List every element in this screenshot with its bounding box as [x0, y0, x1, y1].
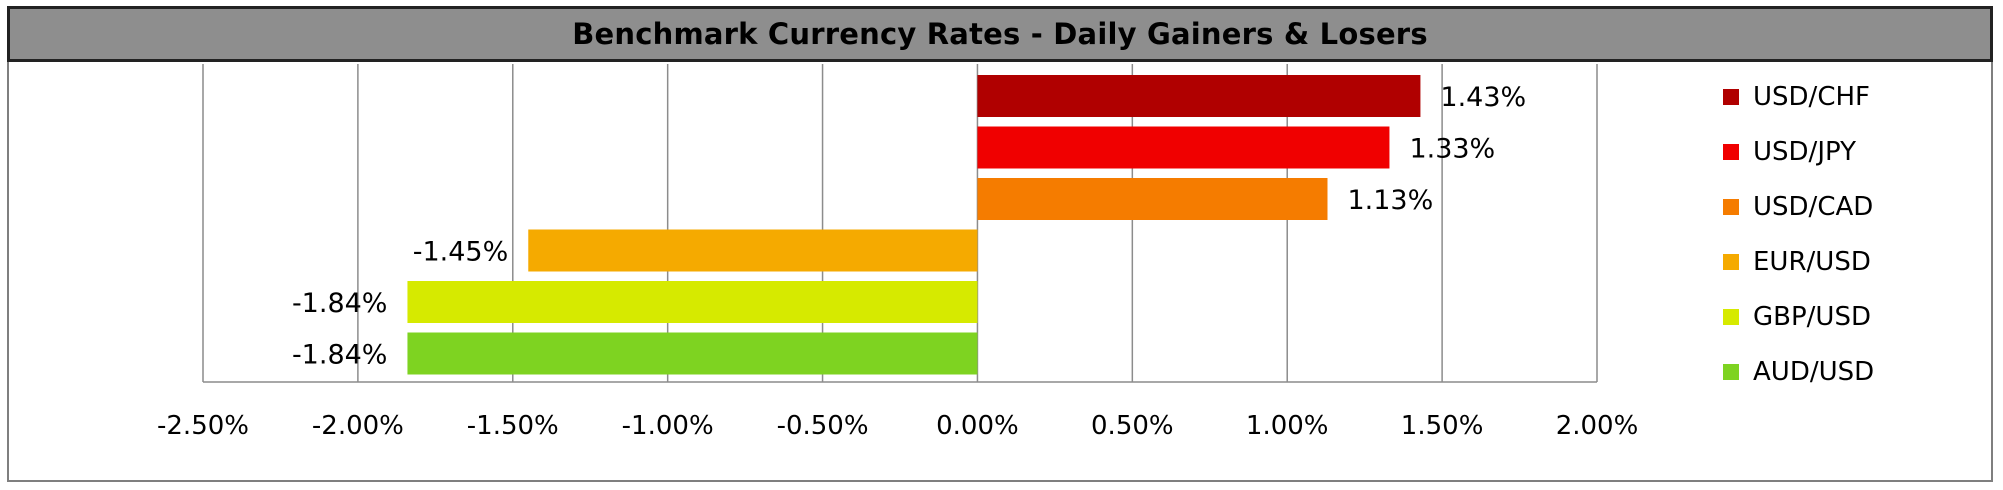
- legend-item-aud-usd: AUD/USD: [1723, 357, 1874, 387]
- x-tick-label-3: -1.00%: [622, 411, 714, 441]
- x-tick-label-6: 0.50%: [1091, 411, 1174, 441]
- legend-item-gbp-usd: GBP/USD: [1723, 302, 1871, 332]
- legend-label: USD/CAD: [1753, 192, 1874, 222]
- legend-label: AUD/USD: [1753, 357, 1875, 387]
- bar-eur-usd: [528, 229, 978, 272]
- x-tick-label-2: -1.50%: [467, 411, 559, 441]
- data-label-3: -1.45%: [413, 237, 509, 268]
- bar-aud-usd: [407, 332, 978, 375]
- legend-label: EUR/USD: [1753, 247, 1871, 277]
- legend-item-usd-cad: USD/CAD: [1723, 192, 1873, 222]
- x-tick-label-1: -2.00%: [312, 411, 404, 441]
- data-label-5: -1.84%: [292, 340, 388, 371]
- data-label-4: -1.84%: [292, 288, 388, 319]
- chart-title-bar: Benchmark Currency Rates - Daily Gainers…: [7, 6, 1993, 62]
- x-tick-label-4: -0.50%: [777, 411, 869, 441]
- legend-swatch: [1723, 364, 1739, 380]
- legend-item-usd-chf: USD/CHF: [1723, 82, 1870, 112]
- data-label-0: 1.43%: [1440, 82, 1526, 113]
- legend-label: GBP/USD: [1753, 302, 1871, 332]
- x-tick-label-5: 0.00%: [936, 411, 1019, 441]
- x-tick-label-0: -2.50%: [157, 411, 249, 441]
- bar-gbp-usd: [407, 281, 978, 323]
- legend-swatch: [1723, 89, 1739, 105]
- legend-label: USD/JPY: [1753, 137, 1856, 167]
- data-label-1: 1.33%: [1409, 134, 1495, 165]
- bar-usd-cad: [977, 178, 1328, 220]
- bar-usd-chf: [977, 75, 1421, 117]
- legend-swatch: [1723, 144, 1739, 160]
- legend-label: USD/CHF: [1753, 82, 1870, 112]
- x-tick-label-7: 1.00%: [1246, 411, 1329, 441]
- x-tick-label-9: 2.00%: [1556, 411, 1639, 441]
- bar-usd-jpy: [977, 126, 1390, 169]
- legend-item-usd-jpy: USD/JPY: [1723, 137, 1856, 167]
- legend-swatch: [1723, 254, 1739, 270]
- legend-item-eur-usd: EUR/USD: [1723, 247, 1871, 277]
- data-label-2: 1.13%: [1347, 185, 1433, 216]
- x-tick-label-8: 1.50%: [1401, 411, 1484, 441]
- chart-title: Benchmark Currency Rates - Daily Gainers…: [572, 17, 1428, 51]
- legend-swatch: [1723, 199, 1739, 215]
- legend-swatch: [1723, 309, 1739, 325]
